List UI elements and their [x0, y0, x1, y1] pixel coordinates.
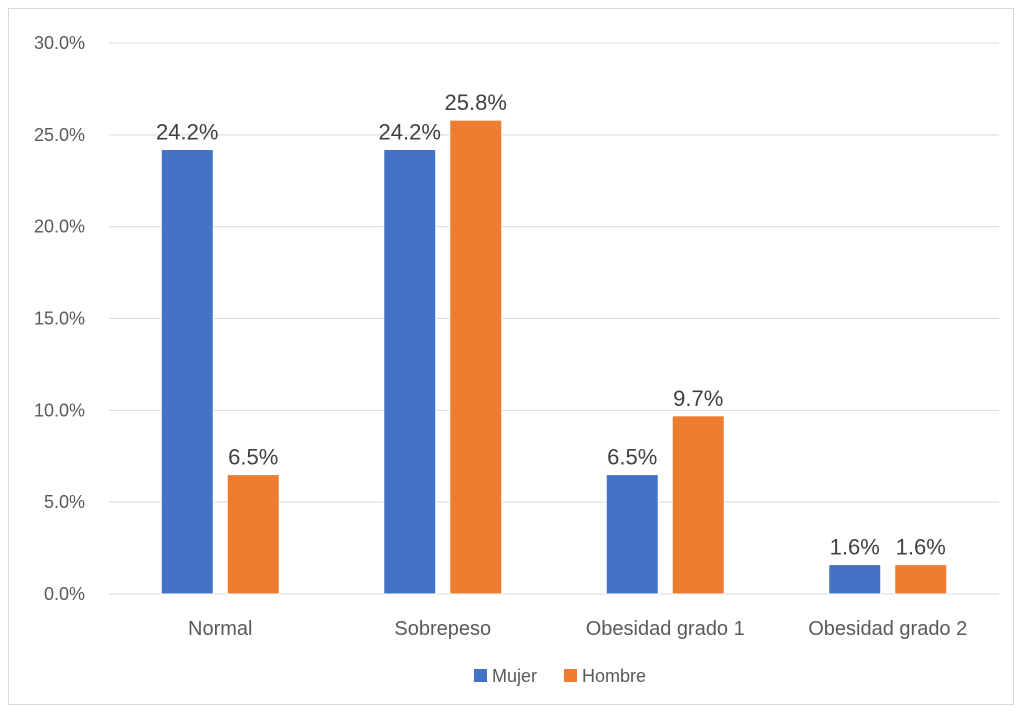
y-tick-label: 5.0% — [44, 492, 85, 512]
y-tick-label: 0.0% — [44, 584, 85, 604]
y-tick-label: 10.0% — [34, 400, 85, 420]
y-tick-label: 20.0% — [34, 217, 85, 237]
data-label: 1.6% — [830, 535, 880, 560]
x-category-label: Obesidad grado 1 — [586, 618, 745, 640]
x-category-label: Normal — [188, 618, 252, 640]
bar-hombre-0 — [226, 474, 280, 595]
legend: Mujer Hombre — [474, 666, 646, 686]
bar-mujer-1 — [383, 149, 437, 595]
chart-frame: 0.0% 5.0% 10.0% 15.0% 20.0% 25.0% 30.0% 24.2% 6… — [8, 8, 1014, 705]
y-axis-ticks: 0.0% 5.0% 10.0% 15.0% 20.0% 25.0% 30.0% — [34, 33, 85, 604]
bar-mujer-2 — [605, 474, 659, 595]
bar-hombre-2 — [671, 415, 725, 595]
data-label: 1.6% — [896, 535, 946, 560]
bar-mujer-0 — [160, 149, 214, 595]
data-label: 25.8% — [445, 90, 507, 115]
legend-label-mujer: Mujer — [492, 666, 537, 686]
data-labels: 24.2%6.5%24.2%25.8%6.5%9.7%1.6% 1.6% — [156, 90, 946, 559]
data-label: 6.5% — [228, 445, 278, 470]
bar-hombre-1 — [449, 119, 503, 595]
y-tick-label: 25.0% — [34, 125, 85, 145]
bar-mujer-3 — [828, 564, 882, 595]
x-category-label: Obesidad grado 2 — [808, 618, 967, 640]
data-label: 24.2% — [379, 120, 441, 145]
legend-label-hombre: Hombre — [582, 666, 646, 686]
x-axis-categories: Normal Sobrepeso Obesidad grado 1 Obesidad … — [188, 618, 967, 640]
bars — [160, 119, 948, 595]
x-category-label: Sobrepeso — [394, 618, 491, 640]
legend-swatch-hombre — [564, 669, 577, 682]
y-tick-label: 30.0% — [34, 33, 85, 53]
y-tick-label: 15.0% — [34, 309, 85, 329]
bar-hombre-3 — [894, 564, 948, 595]
legend-swatch-mujer — [474, 669, 487, 682]
data-label: 6.5% — [607, 445, 657, 470]
data-label: 24.2% — [156, 120, 218, 145]
data-label: 9.7% — [673, 386, 723, 411]
bar-chart: 0.0% 5.0% 10.0% 15.0% 20.0% 25.0% 30.0% 24.2% 6… — [34, 33, 999, 686]
